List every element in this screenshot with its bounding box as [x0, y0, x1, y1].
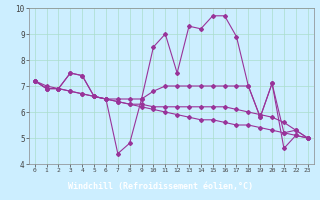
Text: Windchill (Refroidissement éolien,°C): Windchill (Refroidissement éolien,°C): [68, 182, 252, 190]
